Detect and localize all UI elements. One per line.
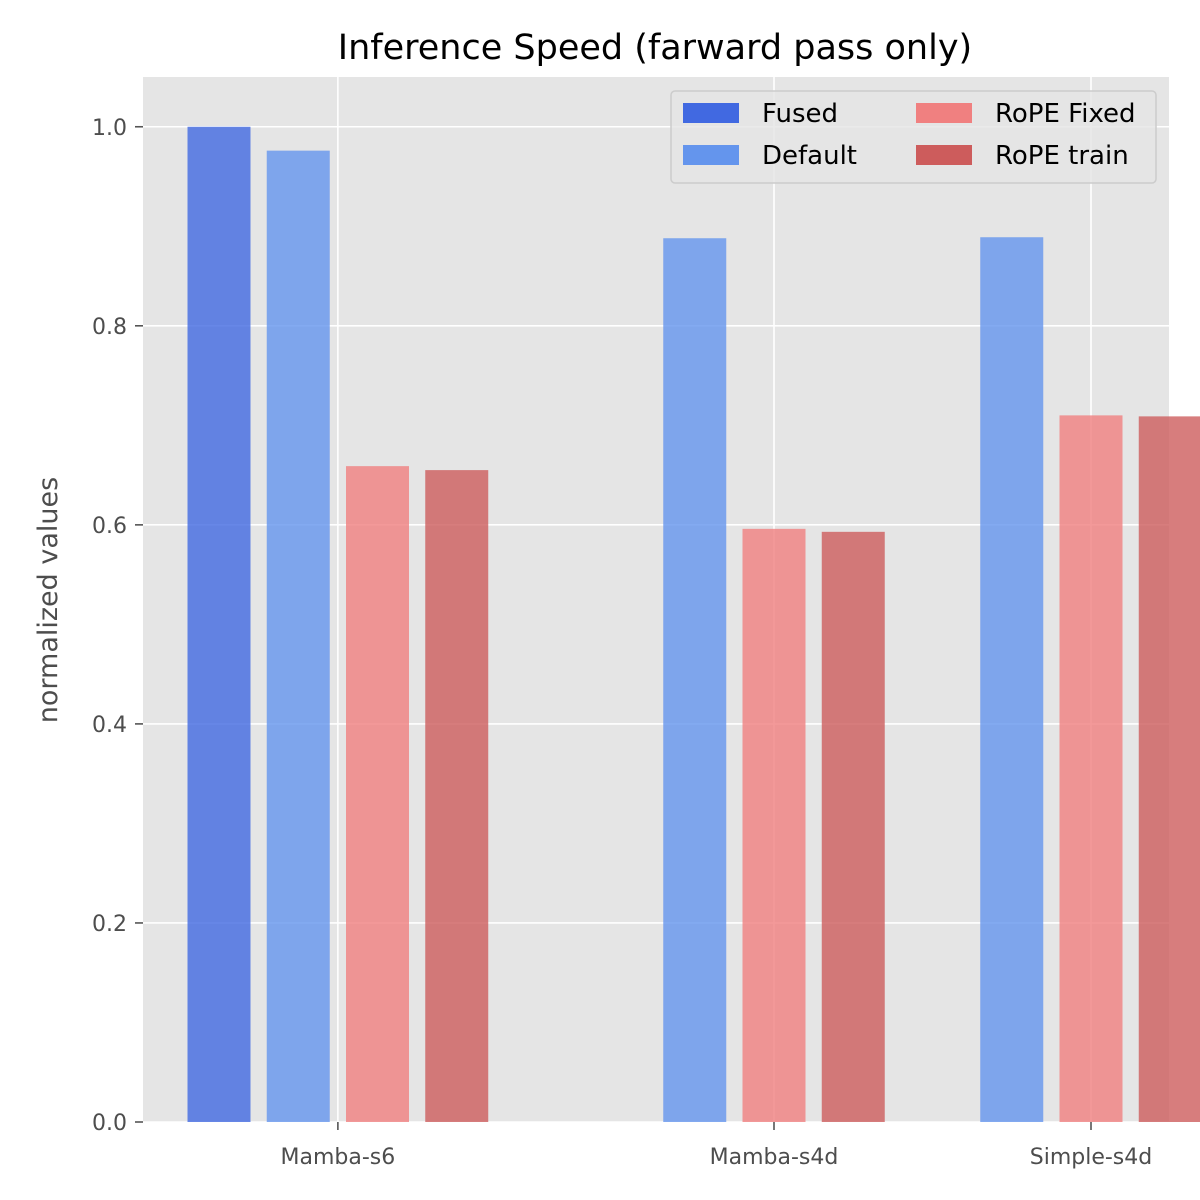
y-axis: 0.0 0.2 0.4 0.6 0.8 1.0 [92, 116, 143, 1136]
legend-swatch [683, 145, 739, 165]
legend-label: Fused [762, 99, 838, 129]
bar-rope-train-mamba-s4d [821, 531, 885, 1122]
x-tick-label: Mamba-s4d [710, 1145, 839, 1170]
legend-swatch [683, 103, 739, 123]
bars [187, 126, 1200, 1123]
bar-rope-fixed-simple-s4d [1059, 415, 1123, 1122]
bar-default-simple-s4d [980, 237, 1044, 1122]
bar-fused-mamba-s6 [187, 126, 251, 1122]
x-axis: Mamba-s6 Mamba-s4d Simple-s4d [281, 1122, 1152, 1170]
legend-box [670, 90, 1157, 184]
y-tick-label: 1.0 [92, 116, 127, 141]
legend-label: Default [762, 141, 857, 171]
y-tick-label: 0.0 [92, 1111, 127, 1136]
y-tick-label: 0.8 [92, 315, 127, 340]
y-tick-label: 0.6 [92, 514, 127, 539]
bar-default-mamba-s6 [266, 150, 330, 1123]
y-axis-label: normalized values [33, 477, 64, 723]
bar-rope-train-simple-s4d [1138, 416, 1200, 1122]
legend: Fused Default RoPE Fixed RoPE train [670, 90, 1157, 184]
bar-default-mamba-s4d [663, 238, 727, 1122]
legend-label: RoPE Fixed [995, 99, 1136, 129]
x-tick-label: Mamba-s6 [281, 1145, 396, 1170]
chart-title: Inference Speed (farward pass only) [338, 28, 972, 68]
bar-rope-fixed-mamba-s6 [346, 466, 409, 1123]
bar-rope-fixed-mamba-s4d [742, 528, 806, 1122]
legend-swatch [916, 145, 972, 165]
y-tick-label: 0.2 [92, 912, 127, 937]
bar-rope-train-mamba-s6 [425, 470, 489, 1123]
legend-label: RoPE train [995, 141, 1129, 171]
x-tick-label: Simple-s4d [1030, 1145, 1152, 1170]
legend-swatch [916, 103, 972, 123]
y-tick-label: 0.4 [92, 713, 127, 738]
